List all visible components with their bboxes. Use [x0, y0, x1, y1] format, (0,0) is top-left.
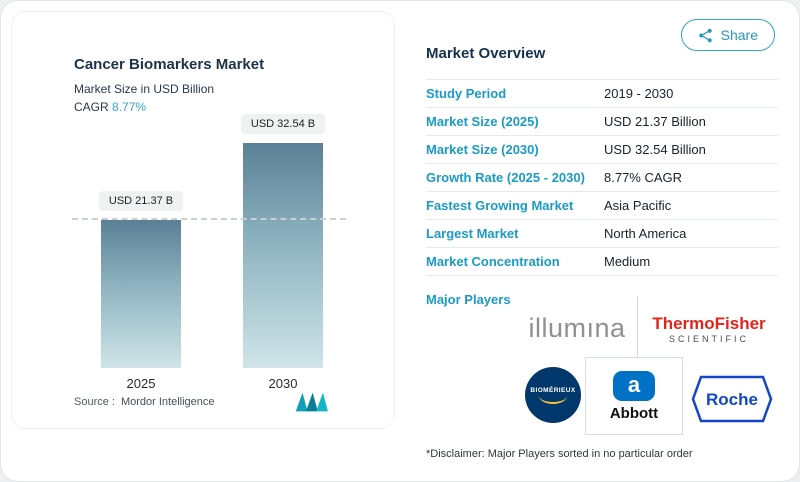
table-row: Growth Rate (2025 - 2030) 8.77% CAGR — [426, 164, 778, 192]
table-row: Market Size (2025) USD 21.37 Billion — [426, 108, 778, 136]
roche-logo: Roche — [691, 375, 773, 423]
source-value: Mordor Intelligence — [120, 396, 215, 408]
row-value: Medium — [604, 254, 651, 269]
bar-group-2025: USD 21.37 B 2025 — [70, 191, 212, 398]
thermo-fisher-scientific: SCIENTIFIC — [668, 334, 749, 344]
chart-panel: Cancer Biomarkers Market Market Size in … — [11, 11, 395, 429]
cagr-label: CAGR — [74, 100, 109, 114]
major-players-logos: illumına ThermoFisher SCIENTIFIC BIOMÉRI… — [521, 295, 778, 443]
disclaimer: *Disclaimer: Major Players sorted in no … — [426, 448, 693, 460]
bar-value-label-2030: USD 32.54 B — [240, 114, 326, 134]
logo-divider — [637, 297, 638, 357]
row-label: Fastest Growing Market — [426, 198, 574, 213]
chart-cagr: CAGR 8.77% — [74, 100, 146, 114]
bar-2025 — [101, 220, 181, 368]
bar-chart: USD 21.37 B 2025 USD 32.54 B 2030 — [70, 98, 354, 398]
share-button[interactable]: Share — [680, 19, 775, 51]
biomerieux-logo: BIOMÉRIEUX — [525, 367, 581, 423]
share-icon — [698, 28, 712, 42]
row-label: Growth Rate (2025 - 2030) — [426, 170, 585, 185]
share-label: Share — [720, 27, 758, 43]
biomerieux-wordmark: BIOMÉRIEUX — [530, 386, 576, 394]
cagr-value: 8.77% — [112, 100, 147, 114]
reference-line — [72, 218, 346, 220]
abbott-wordmark: Abbott — [609, 404, 659, 422]
roche-wordmark: Roche — [706, 390, 758, 409]
row-value: Asia Pacific — [604, 198, 672, 213]
market-overview-panel: Market Overview Study Period 2019 - 2030… — [426, 45, 778, 465]
row-label: Market Size (2030) — [426, 142, 539, 157]
chart-source: Source : Mordor Intelligence — [74, 396, 215, 408]
thermo-fisher-wordmark: ThermoFisher — [652, 314, 766, 333]
chart-subtitle: Market Size in USD Billion — [74, 82, 215, 96]
abbott-logo: a Abbott — [585, 357, 683, 435]
table-row: Market Concentration Medium — [426, 248, 778, 276]
row-value: USD 21.37 Billion — [604, 114, 706, 129]
mordor-intelligence-logo — [295, 392, 328, 412]
source-label: Source : — [74, 396, 115, 408]
abbott-symbol: a — [613, 370, 655, 401]
bar-2030 — [243, 143, 323, 368]
overview-table: Study Period 2019 - 2030 Market Size (20… — [426, 79, 778, 276]
row-value: North America — [604, 226, 687, 241]
chart-title: Cancer Biomarkers Market — [74, 56, 265, 73]
row-value: 8.77% CAGR — [604, 170, 683, 185]
table-row: Fastest Growing Market Asia Pacific — [426, 192, 778, 220]
row-value: 2019 - 2030 — [604, 86, 674, 101]
x-axis-label-2030: 2030 — [268, 375, 298, 391]
table-row: Largest Market North America — [426, 220, 778, 248]
bar-value-label-2025: USD 21.37 B — [98, 191, 184, 211]
major-players-label: Major Players — [426, 292, 511, 307]
row-label: Market Concentration — [426, 254, 560, 269]
table-row: Market Size (2030) USD 32.54 Billion — [426, 136, 778, 164]
thermo-fisher-logo: ThermoFisher SCIENTIFIC — [645, 315, 773, 344]
table-row: Study Period 2019 - 2030 — [426, 80, 778, 108]
bar-group-2030: USD 32.54 B 2030 — [212, 114, 354, 398]
overview-title: Market Overview — [426, 45, 546, 62]
row-label: Market Size (2025) — [426, 114, 539, 129]
row-label: Study Period — [426, 86, 507, 101]
x-axis-label-2025: 2025 — [126, 375, 156, 391]
illumina-logo: illumına — [528, 313, 626, 343]
row-label: Largest Market — [426, 226, 519, 241]
biomerieux-arc — [539, 396, 567, 404]
row-value: USD 32.54 Billion — [604, 142, 706, 157]
